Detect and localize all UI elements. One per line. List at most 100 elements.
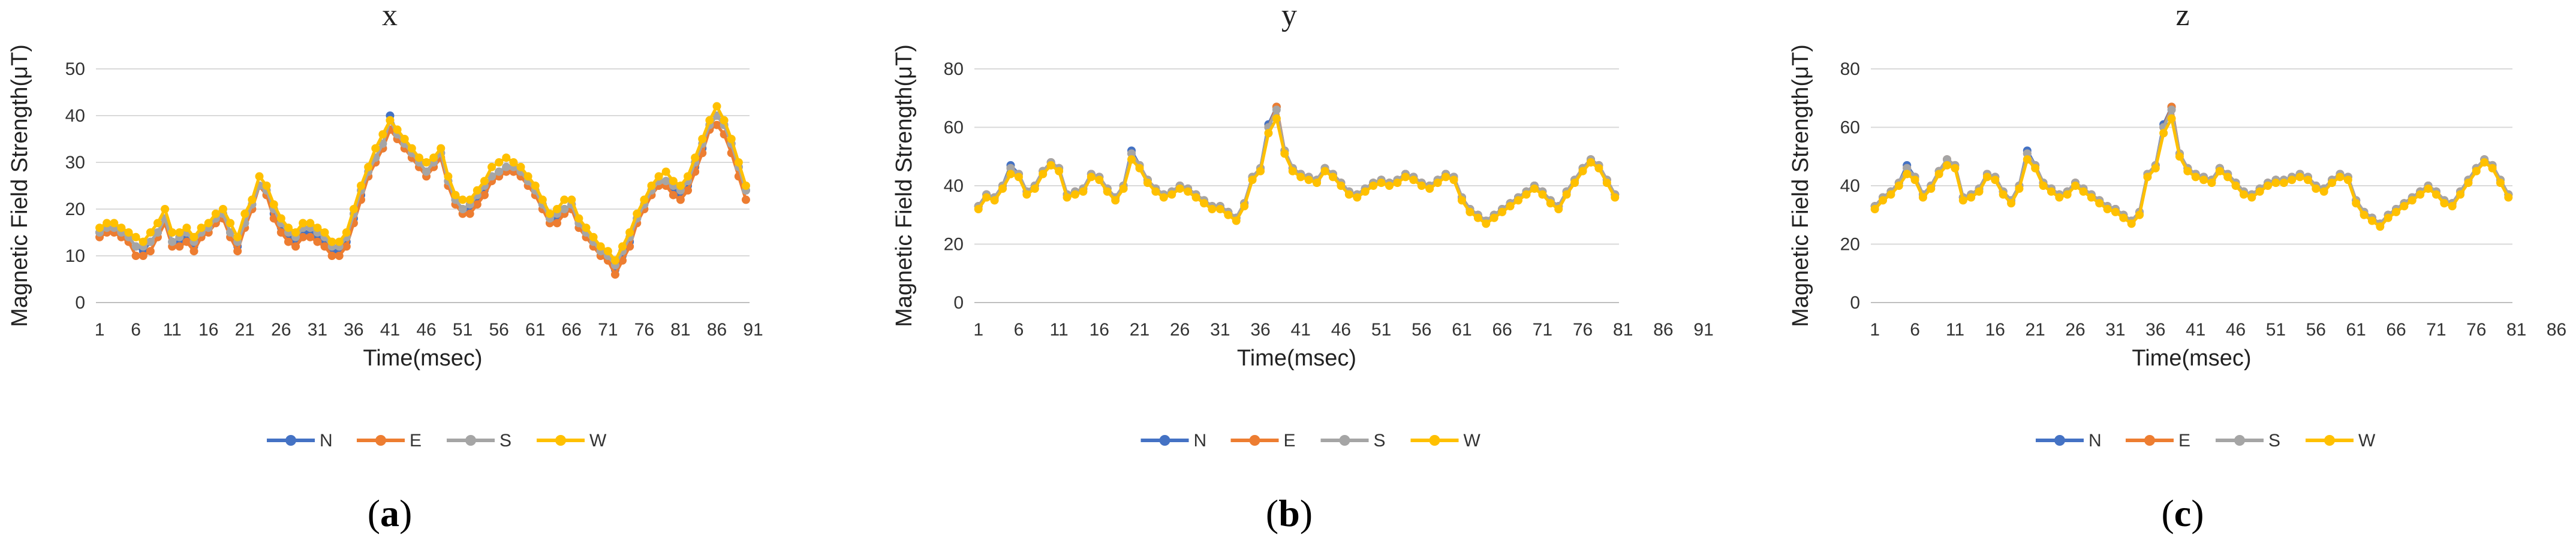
- x-tick-label: 41: [2186, 320, 2205, 340]
- x-tick-label: 36: [344, 320, 363, 340]
- data-point: [371, 144, 380, 153]
- data-point: [1055, 167, 1064, 176]
- data-point: [284, 237, 293, 246]
- data-point: [2039, 182, 2048, 190]
- data-point: [306, 219, 315, 228]
- data-point: [2247, 193, 2256, 202]
- data-point: [378, 130, 387, 139]
- data-point: [386, 116, 395, 125]
- y-tick-label: 30: [65, 153, 85, 173]
- data-point: [2319, 187, 2328, 196]
- data-point: [1586, 158, 1595, 167]
- y-axis-label: Magnetic Field Strength(μT): [892, 44, 917, 327]
- data-point: [1918, 193, 1927, 202]
- y-tick-label: 80: [1840, 59, 1860, 79]
- data-point: [2408, 196, 2416, 205]
- x-tick-label: 21: [2026, 320, 2045, 340]
- data-point: [1514, 196, 1523, 205]
- x-tick-label: 71: [2426, 320, 2446, 340]
- legend-swatch-marker: [465, 435, 476, 446]
- data-point: [2047, 187, 2056, 196]
- data-point: [1903, 170, 1912, 179]
- data-point: [168, 237, 177, 246]
- data-point: [342, 228, 351, 237]
- data-point: [276, 214, 285, 223]
- data-point: [465, 209, 474, 218]
- data-point: [2183, 167, 2192, 176]
- data-point: [567, 195, 576, 204]
- y-tick-label: 40: [65, 106, 85, 126]
- data-point: [560, 205, 569, 213]
- data-point: [233, 247, 242, 256]
- x-tick-label: 61: [525, 320, 545, 340]
- data-point: [2328, 179, 2337, 188]
- y-tick-label: 10: [65, 246, 85, 266]
- data-point: [574, 214, 583, 223]
- data-point: [1304, 176, 1313, 185]
- data-point: [502, 162, 511, 171]
- data-point: [1143, 179, 1152, 188]
- chart-title: x: [382, 0, 398, 32]
- data-point: [1296, 173, 1305, 182]
- panel-label-part: c: [2174, 492, 2191, 534]
- data-point: [182, 223, 191, 232]
- data-point: [1570, 179, 1579, 188]
- x-tick-label: 1: [973, 320, 983, 340]
- data-point: [175, 228, 184, 237]
- data-point: [1894, 182, 1903, 190]
- series-N: [1870, 102, 2513, 228]
- panel-label-part: b: [1278, 492, 1300, 534]
- data-point: [153, 228, 162, 237]
- data-point: [1175, 184, 1184, 193]
- x-axis-label: Time(msec): [363, 346, 482, 371]
- x-tick-label: 11: [1050, 320, 1069, 340]
- data-point: [2504, 193, 2513, 202]
- data-point: [990, 196, 999, 205]
- data-point: [1449, 176, 1458, 185]
- legend-label: S: [499, 431, 511, 451]
- data-point: [2175, 152, 2184, 161]
- data-point: [2312, 184, 2321, 193]
- data-point: [327, 252, 336, 260]
- data-point: [357, 182, 366, 190]
- data-point: [414, 153, 423, 162]
- data-point: [299, 232, 308, 241]
- data-point: [712, 102, 721, 111]
- series-W: [95, 102, 750, 265]
- data-point: [712, 120, 721, 129]
- x-tick-label: 76: [2466, 320, 2486, 340]
- x-tick-label: 31: [2105, 320, 2125, 340]
- x-tick-label: 36: [1250, 320, 1270, 340]
- data-point: [727, 135, 736, 143]
- data-point: [422, 158, 431, 167]
- data-point: [1927, 184, 1936, 193]
- panel-label-part: ): [399, 492, 412, 534]
- data-point: [1943, 161, 1952, 170]
- data-point: [998, 184, 1007, 193]
- data-point: [974, 205, 983, 213]
- data-point: [1473, 213, 1482, 222]
- data-point: [1538, 190, 1547, 199]
- data-point: [139, 252, 148, 260]
- series-S: [974, 105, 1620, 225]
- panel-label-part: ): [2191, 492, 2204, 534]
- data-point: [1022, 190, 1031, 199]
- data-point: [2431, 190, 2440, 199]
- panel-label-part: a: [380, 492, 399, 534]
- data-point: [1151, 187, 1160, 196]
- data-point: [1087, 173, 1096, 182]
- data-point: [1248, 176, 1257, 185]
- chart-title: y: [1281, 0, 1297, 32]
- data-point: [2095, 199, 2104, 208]
- data-point: [1369, 182, 1378, 190]
- data-point: [291, 228, 300, 237]
- data-point: [233, 232, 242, 241]
- x-tick-label: 26: [2065, 320, 2085, 340]
- series-E: [95, 120, 750, 279]
- data-point: [161, 205, 170, 213]
- x-tick-label: 86: [2547, 320, 2566, 340]
- y-tick-label: 0: [1850, 293, 1860, 313]
- data-point: [2480, 158, 2489, 167]
- data-point: [422, 167, 431, 176]
